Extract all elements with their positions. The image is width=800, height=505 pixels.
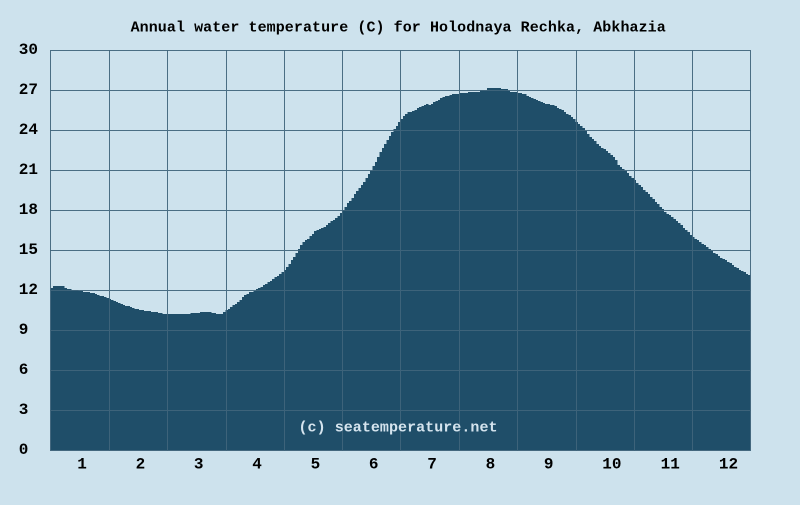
svg-text:(c) seatemperature.net: (c) seatemperature.net: [299, 420, 498, 437]
svg-text:Annual water temperature (C) f: Annual water temperature (C) for Holodna…: [131, 20, 666, 37]
svg-text:27: 27: [19, 81, 38, 99]
svg-text:7: 7: [427, 455, 437, 473]
svg-text:18: 18: [19, 201, 38, 219]
svg-text:4: 4: [252, 455, 262, 473]
svg-text:21: 21: [19, 161, 38, 179]
svg-text:10: 10: [602, 455, 621, 473]
svg-text:30: 30: [19, 41, 38, 59]
svg-text:3: 3: [19, 401, 29, 419]
svg-text:11: 11: [661, 455, 680, 473]
svg-text:1: 1: [77, 455, 87, 473]
svg-text:0: 0: [19, 441, 29, 459]
svg-text:24: 24: [19, 121, 39, 139]
svg-text:8: 8: [486, 455, 496, 473]
svg-text:15: 15: [19, 241, 38, 259]
svg-text:9: 9: [19, 321, 29, 339]
svg-text:5: 5: [311, 455, 321, 473]
svg-text:6: 6: [19, 361, 29, 379]
svg-text:6: 6: [369, 455, 379, 473]
svg-text:2: 2: [136, 455, 146, 473]
svg-text:9: 9: [544, 455, 554, 473]
svg-text:12: 12: [19, 281, 38, 299]
svg-text:12: 12: [719, 455, 738, 473]
svg-text:3: 3: [194, 455, 204, 473]
